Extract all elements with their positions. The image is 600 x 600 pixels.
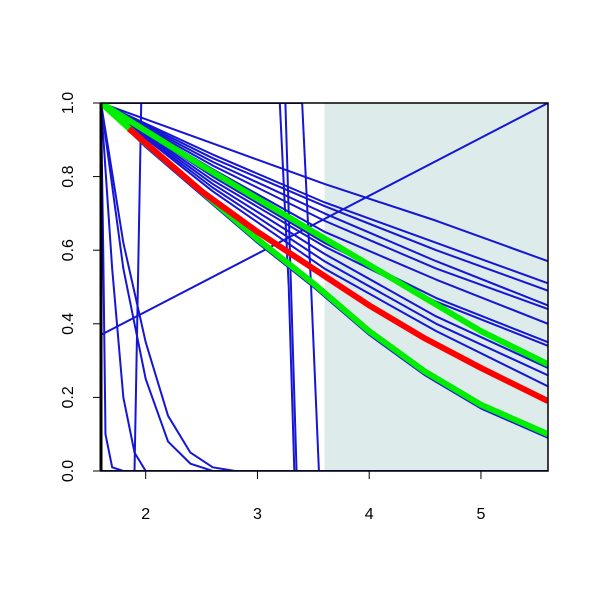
curve xyxy=(101,103,548,471)
curve xyxy=(126,126,548,404)
curve xyxy=(101,103,548,367)
y-tick-label: 0.8 xyxy=(60,165,77,187)
curve xyxy=(101,103,548,471)
plot-area xyxy=(101,103,548,471)
x-tick-label: 4 xyxy=(365,506,374,523)
curve xyxy=(101,103,548,347)
curve xyxy=(101,103,548,377)
curve xyxy=(101,103,548,471)
x-tick-label: 3 xyxy=(253,506,262,523)
y-tick-label: 1.0 xyxy=(60,92,77,114)
curve xyxy=(101,103,548,369)
curve xyxy=(101,103,548,336)
curve xyxy=(101,103,548,471)
curve xyxy=(101,103,548,388)
y-tick-label: 0.0 xyxy=(60,460,77,482)
curve xyxy=(101,103,548,263)
x-tick-label: 5 xyxy=(476,506,485,523)
axes: 2 3 4 5 0.0 0.2 0.4 0.6 0.8 1.0 xyxy=(60,92,549,523)
y-tick-label: 0.4 xyxy=(60,313,77,335)
curve xyxy=(101,103,548,307)
y-tick-label: 0.2 xyxy=(60,386,77,408)
curve xyxy=(101,103,548,471)
curve xyxy=(101,103,548,292)
curve xyxy=(101,103,548,471)
curve xyxy=(101,103,548,285)
x-tick-label: 2 xyxy=(141,506,150,523)
y-tick-label: 0.6 xyxy=(60,239,77,261)
curve xyxy=(101,103,548,311)
shaded-region xyxy=(324,103,548,471)
